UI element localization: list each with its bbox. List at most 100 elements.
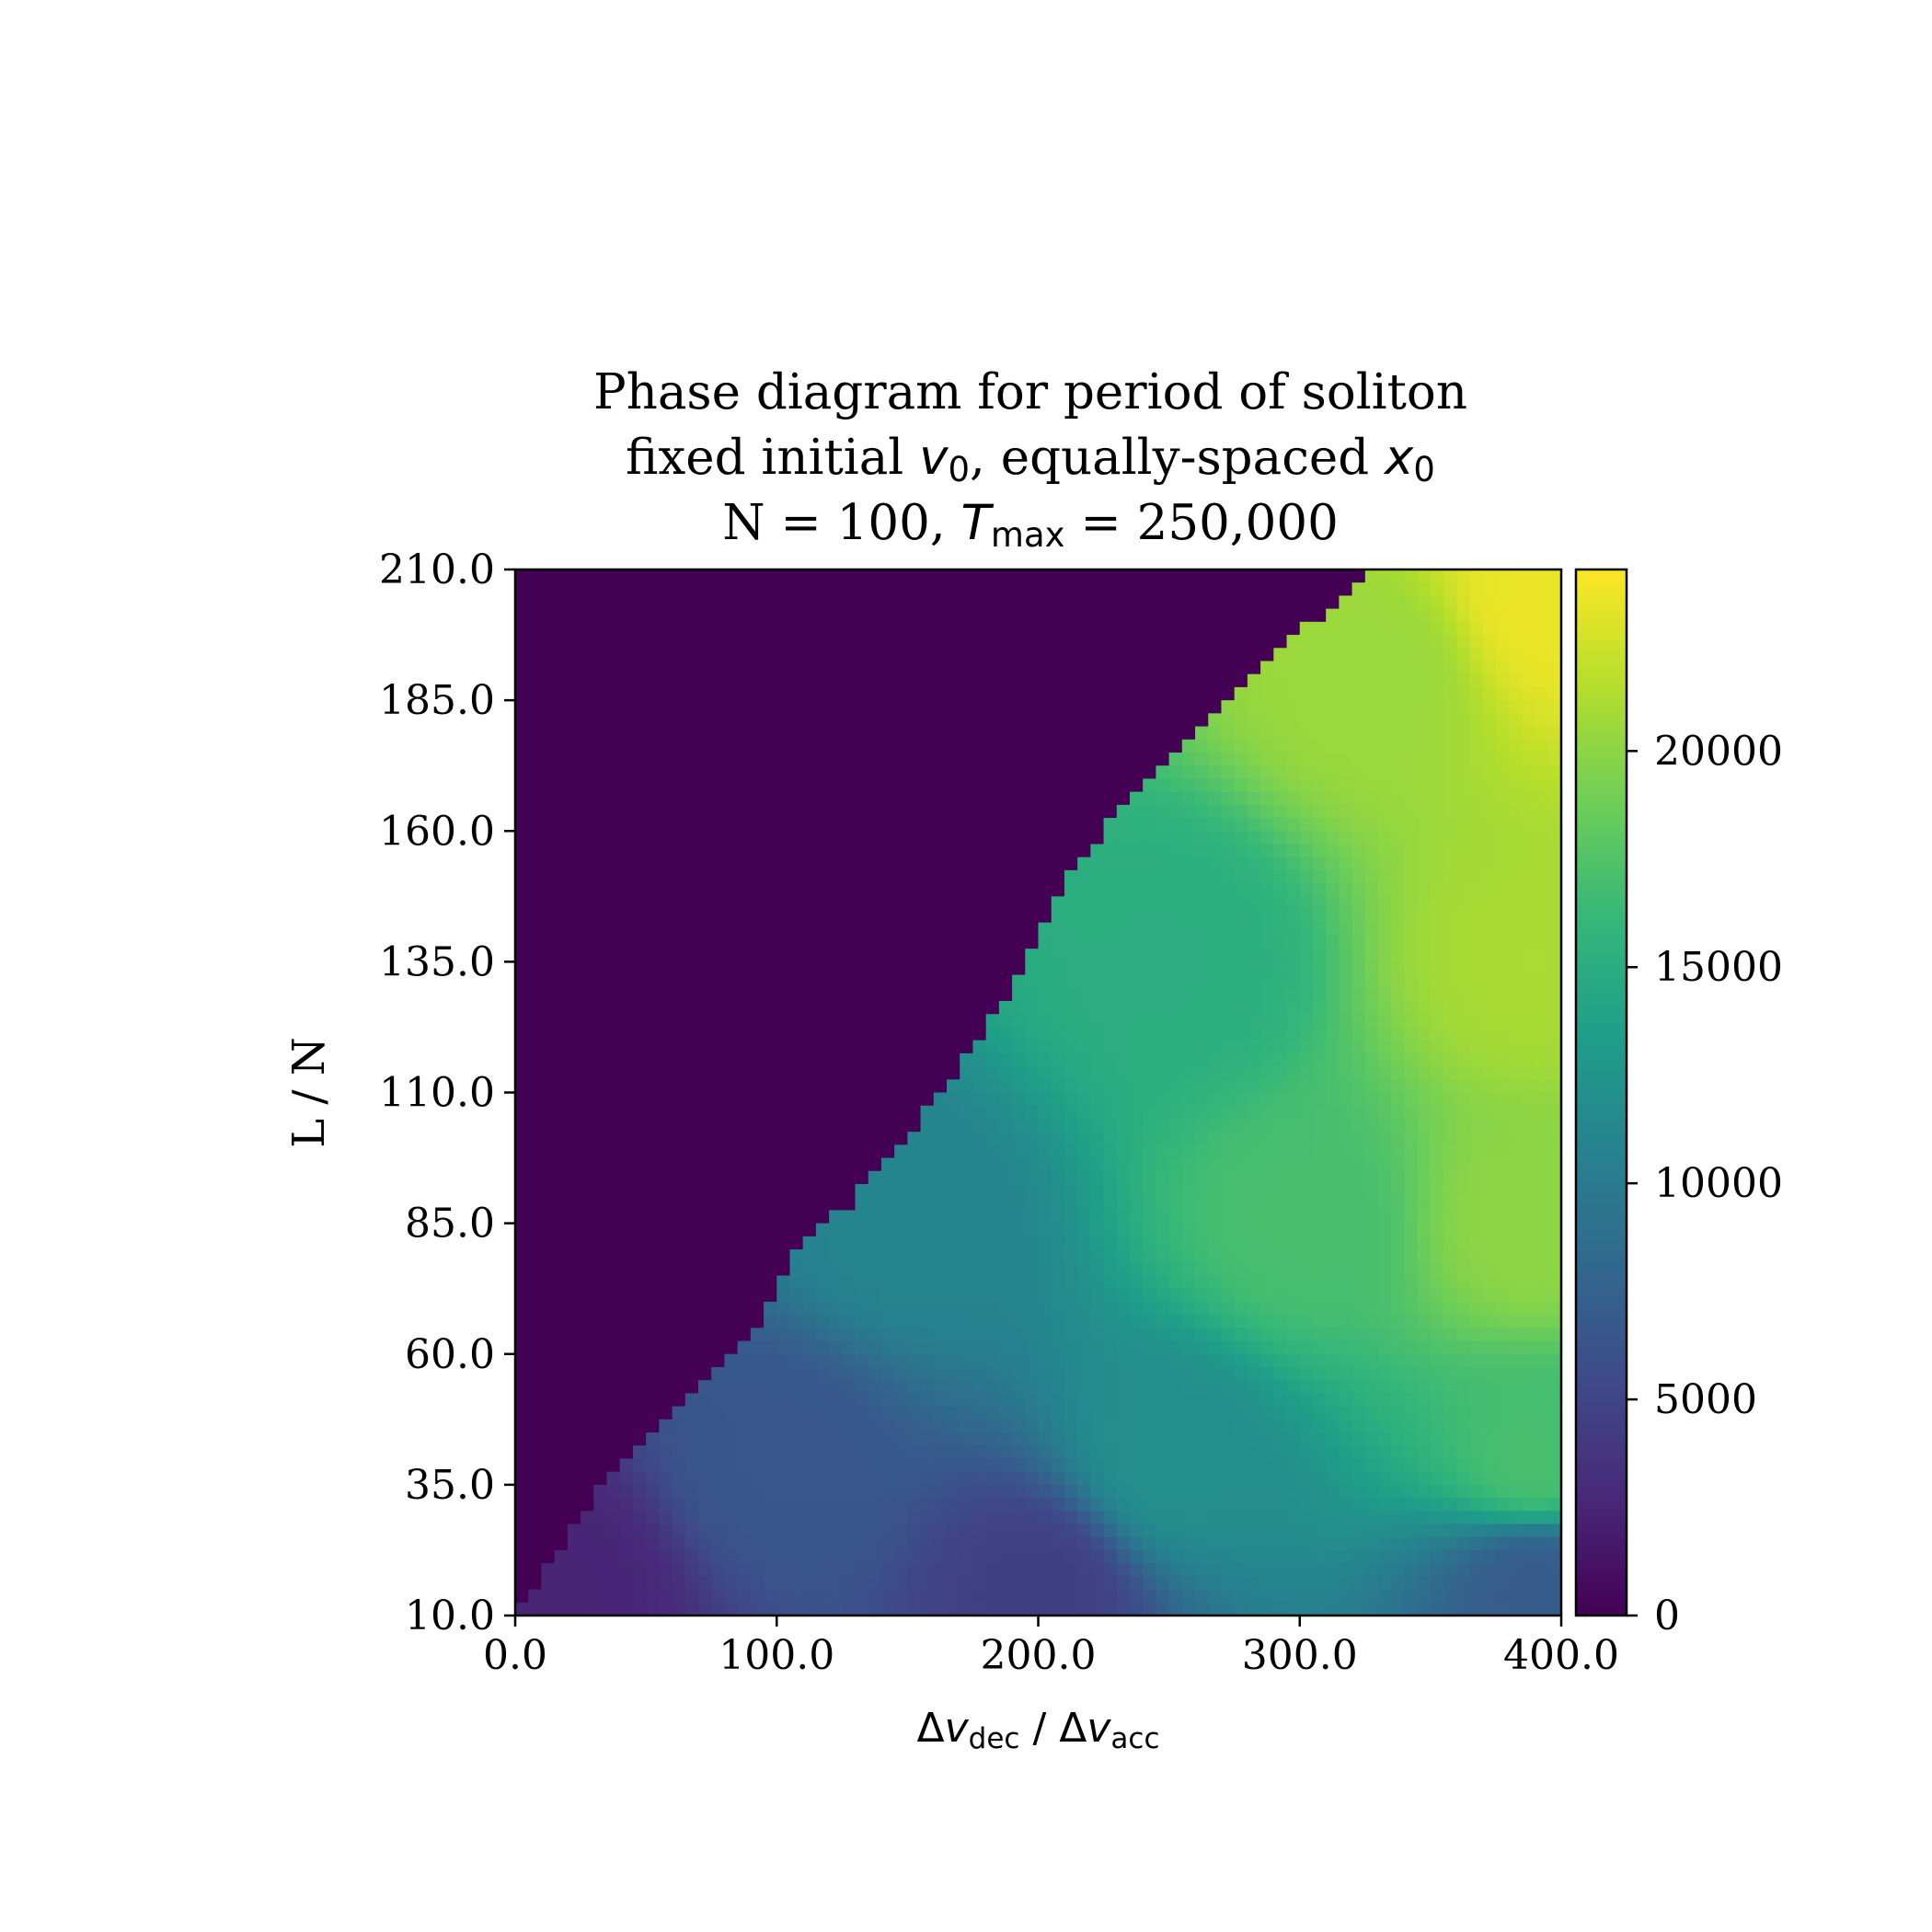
heatmap-cell bbox=[541, 608, 556, 623]
heatmap-cell bbox=[554, 1288, 569, 1303]
heatmap-cell bbox=[1273, 869, 1288, 884]
heatmap-cell bbox=[960, 1183, 974, 1198]
heatmap-cell bbox=[724, 844, 739, 858]
heatmap-cell bbox=[541, 686, 556, 701]
heatmap-cell bbox=[1116, 1157, 1131, 1172]
heatmap-cell bbox=[672, 1301, 686, 1316]
heatmap-cell bbox=[1260, 569, 1274, 583]
heatmap-cell bbox=[1326, 661, 1340, 675]
heatmap-cell bbox=[1234, 1183, 1248, 1198]
heatmap-cell bbox=[1260, 1249, 1274, 1263]
heatmap-cell bbox=[1168, 1301, 1183, 1316]
heatmap-cell bbox=[1443, 673, 1457, 688]
heatmap-cell bbox=[1456, 752, 1471, 766]
heatmap-cell bbox=[528, 569, 543, 583]
heatmap-cell bbox=[1077, 1315, 1091, 1328]
heatmap-cell bbox=[1456, 1315, 1471, 1328]
heatmap-cell bbox=[1064, 1275, 1078, 1290]
heatmap-cell bbox=[1364, 1001, 1379, 1015]
heatmap-cell bbox=[1378, 1105, 1392, 1120]
heatmap-cell bbox=[1299, 935, 1314, 949]
heatmap-cell bbox=[933, 1197, 948, 1212]
heatmap-cell bbox=[1312, 648, 1327, 662]
heatmap-cell bbox=[1077, 1328, 1091, 1342]
heatmap-cell bbox=[1181, 1353, 1196, 1368]
heatmap-cell bbox=[619, 752, 634, 766]
heatmap-cell bbox=[554, 752, 569, 766]
heatmap-cell bbox=[855, 1236, 869, 1250]
heatmap-cell bbox=[1260, 621, 1274, 636]
heatmap-cell bbox=[789, 1288, 804, 1303]
heatmap-cell bbox=[1260, 1144, 1274, 1159]
heatmap-cell bbox=[1181, 791, 1196, 806]
heatmap-cell bbox=[711, 1262, 725, 1277]
heatmap-cell bbox=[789, 1183, 804, 1198]
heatmap-cell bbox=[1116, 1236, 1131, 1250]
heatmap-cell bbox=[1181, 1132, 1196, 1145]
heatmap-cell bbox=[1351, 869, 1366, 884]
heatmap-cell bbox=[868, 1170, 882, 1185]
heatmap-cell bbox=[1509, 765, 1523, 779]
heatmap-cell bbox=[815, 857, 830, 871]
heatmap-cell bbox=[737, 831, 752, 845]
heatmap-cell bbox=[972, 1079, 987, 1094]
heatmap-cell bbox=[1064, 1052, 1078, 1067]
heatmap-cell bbox=[1535, 752, 1549, 766]
heatmap-cell bbox=[880, 686, 895, 701]
heatmap-cell bbox=[1547, 1066, 1562, 1080]
heatmap-cell bbox=[1430, 752, 1444, 766]
heatmap-cell bbox=[776, 791, 791, 806]
heatmap-cell bbox=[528, 1092, 543, 1107]
heatmap-cell bbox=[1129, 673, 1144, 688]
heatmap-cell bbox=[947, 1014, 960, 1029]
heatmap-cell bbox=[1156, 1301, 1170, 1316]
heatmap-cell bbox=[737, 1170, 752, 1185]
heatmap-cell bbox=[1469, 869, 1484, 884]
heatmap-cell bbox=[1077, 1301, 1091, 1316]
heatmap-cell bbox=[684, 883, 699, 897]
heatmap-cell bbox=[1247, 1052, 1261, 1067]
heatmap-cell bbox=[1051, 713, 1065, 728]
heatmap-cell bbox=[541, 1366, 556, 1381]
heatmap-cell bbox=[1443, 1328, 1457, 1342]
heatmap-cell bbox=[1299, 582, 1314, 597]
heatmap-cell bbox=[1116, 726, 1131, 741]
heatmap-cell bbox=[1443, 582, 1457, 597]
heatmap-cell bbox=[711, 1144, 725, 1159]
heatmap-cell bbox=[1195, 1210, 1209, 1225]
heatmap-cell bbox=[998, 635, 1013, 649]
heatmap-cell bbox=[1273, 1288, 1288, 1303]
heatmap-cell bbox=[554, 1105, 569, 1120]
heatmap-cell bbox=[907, 1014, 922, 1029]
heatmap-cell bbox=[1247, 1236, 1261, 1250]
heatmap-cell bbox=[960, 1052, 974, 1067]
heatmap-cell bbox=[920, 648, 935, 662]
heatmap-cell bbox=[1456, 1066, 1471, 1080]
heatmap-cell bbox=[1443, 595, 1457, 610]
heatmap-cell bbox=[1351, 1223, 1366, 1237]
heatmap-cell bbox=[1208, 1183, 1223, 1198]
heatmap-cell bbox=[1221, 608, 1236, 623]
heatmap-cell bbox=[1326, 582, 1340, 597]
heatmap-cell bbox=[1038, 1092, 1052, 1107]
heatmap-cell bbox=[1495, 778, 1510, 793]
heatmap-cell bbox=[1351, 569, 1366, 583]
heatmap-cell bbox=[1064, 713, 1078, 728]
heatmap-cell bbox=[1208, 1040, 1223, 1054]
heatmap-cell bbox=[829, 987, 843, 1002]
heatmap-cell bbox=[1025, 1001, 1040, 1015]
heatmap-cell bbox=[1273, 1210, 1288, 1225]
heatmap-cell bbox=[1208, 1210, 1223, 1225]
heatmap-cell bbox=[1195, 1079, 1209, 1094]
heatmap-cell bbox=[960, 818, 974, 832]
heatmap-cell bbox=[894, 804, 908, 819]
heatmap-cell bbox=[1116, 713, 1131, 728]
heatmap-cell bbox=[1339, 635, 1353, 649]
heatmap-cell bbox=[1129, 935, 1144, 949]
heatmap-cell bbox=[1156, 686, 1170, 701]
heatmap-cell bbox=[907, 883, 922, 897]
heatmap-cell bbox=[1417, 1366, 1432, 1381]
heatmap-cell bbox=[659, 661, 673, 675]
heatmap-cell bbox=[802, 1092, 817, 1107]
heatmap-cell bbox=[920, 896, 935, 911]
